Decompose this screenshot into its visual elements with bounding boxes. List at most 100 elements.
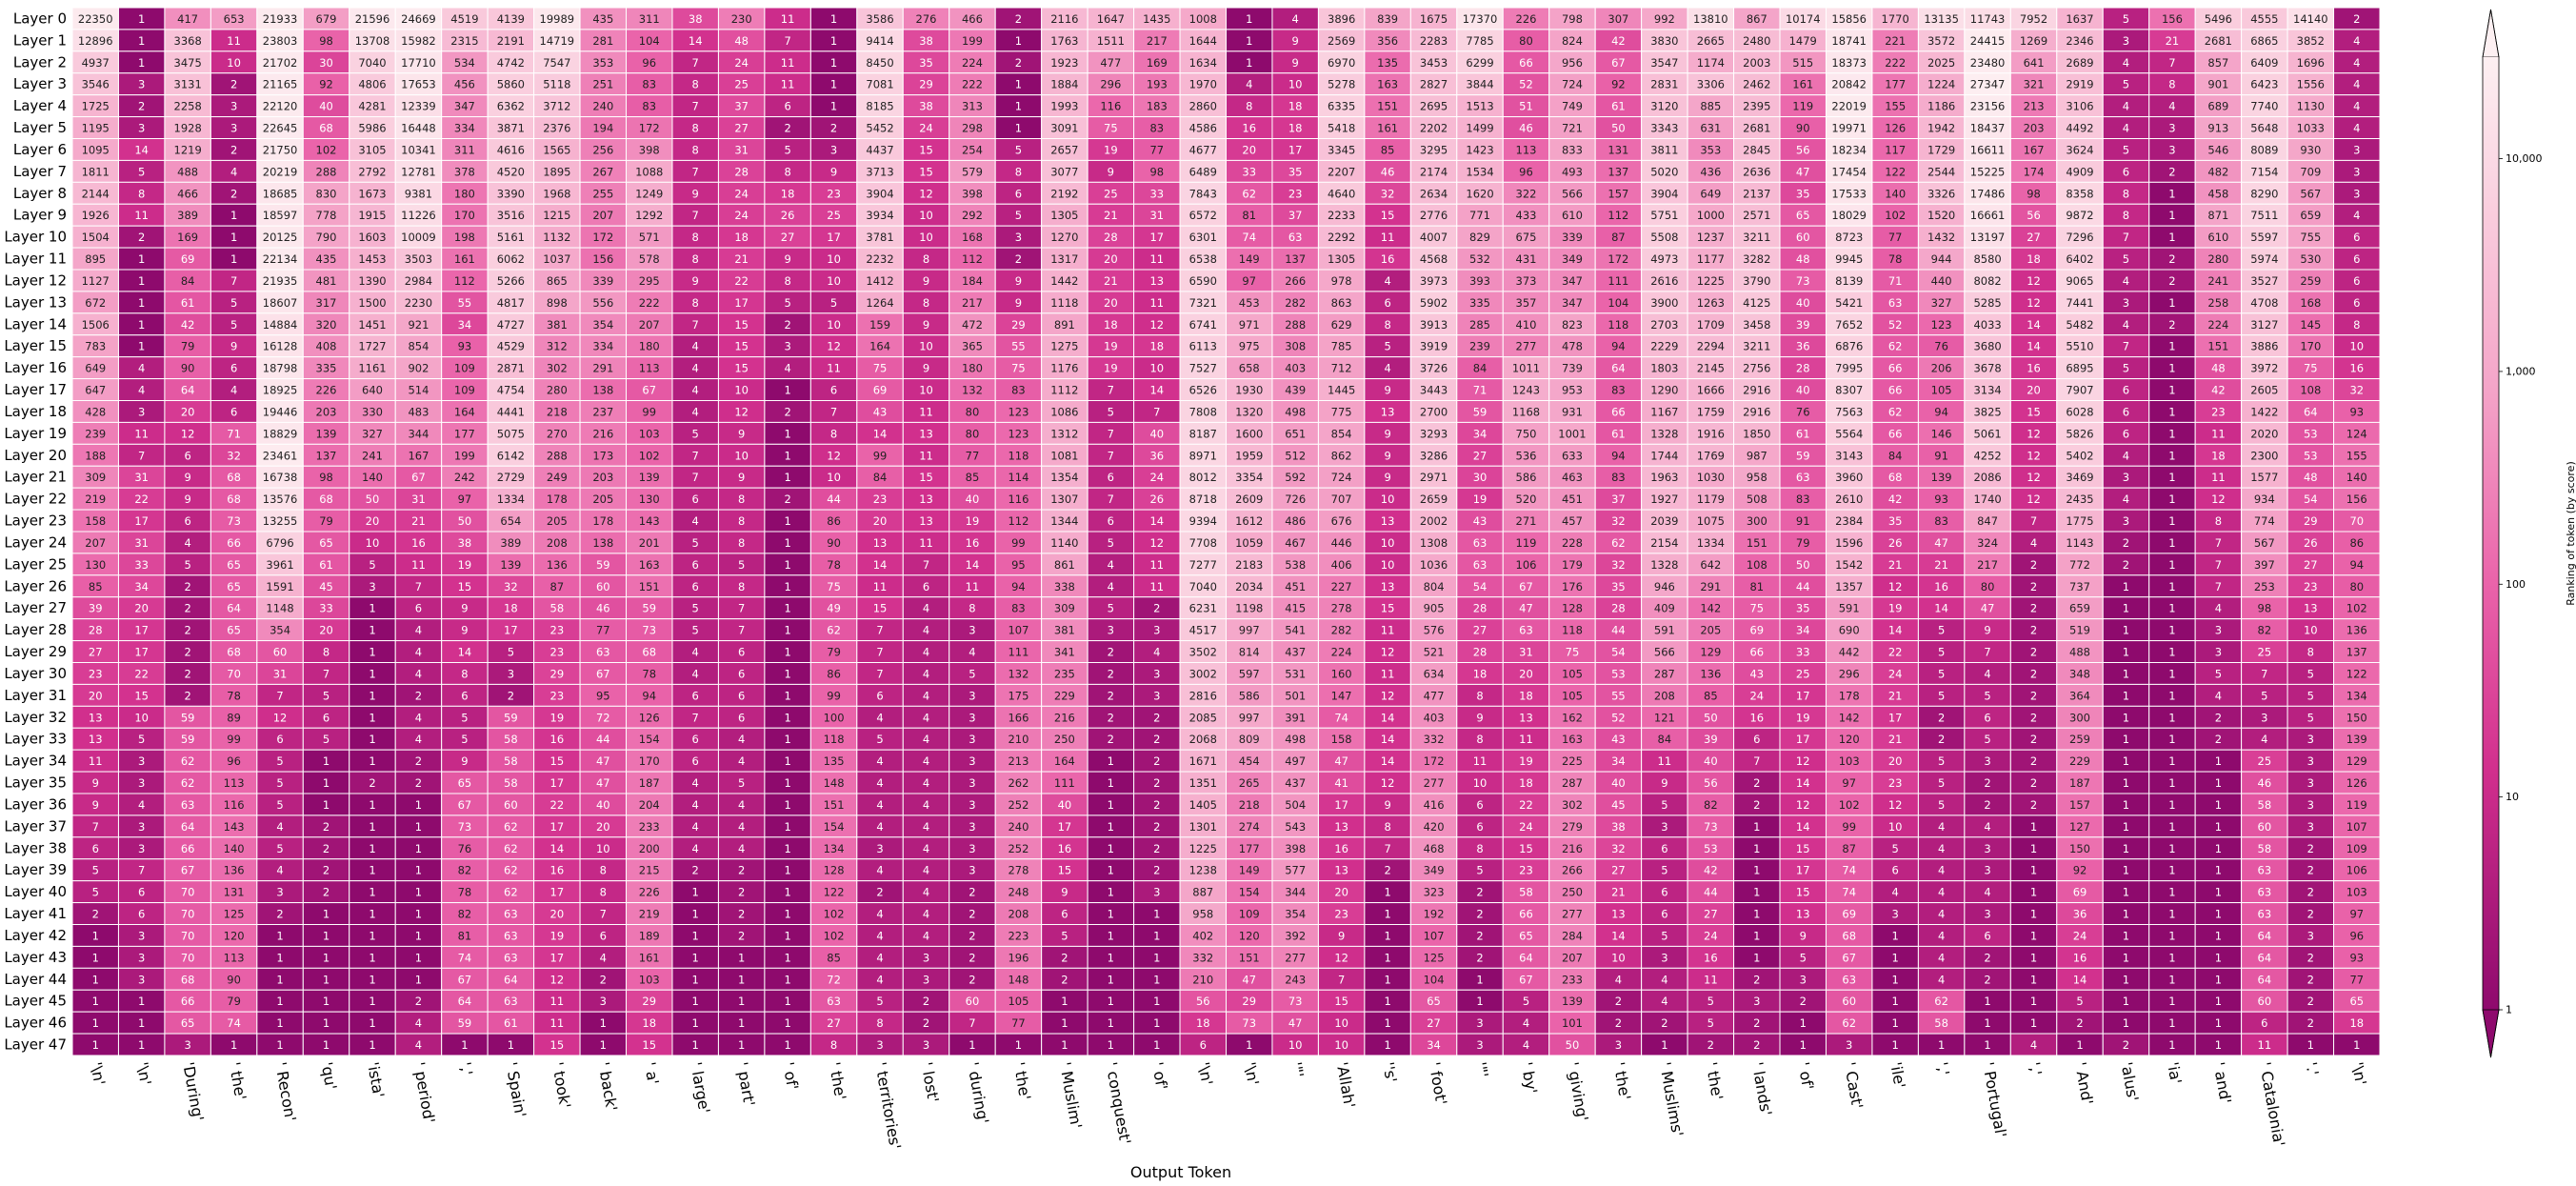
cell-value-label: 4 <box>1523 1038 1529 1052</box>
cell-value-label: 354 <box>592 318 613 332</box>
cell-value-label: 862 <box>1331 449 1352 462</box>
x-tick-label: 'ile' <box>1887 1060 1908 1089</box>
cell-value-label: 4 <box>415 733 422 746</box>
cell-value-label: 20 <box>1334 886 1348 899</box>
cell-value-label: 324 <box>1977 536 1998 550</box>
cell-value-label: 1059 <box>1235 536 1263 550</box>
cell-value-label: 3 <box>968 754 975 768</box>
cell-value-label: 1 <box>415 951 422 964</box>
cell-value-label: 1 <box>2168 667 2175 680</box>
cell-value-label: 19 <box>966 514 980 528</box>
cell-value-label: 66 <box>1888 384 1903 397</box>
cell-value-label: 6865 <box>2250 34 2278 48</box>
cell-value-label: 3120 <box>1650 100 1678 113</box>
cell-value-label: 402 <box>1192 929 1213 942</box>
cell-value-label: 82 <box>458 864 472 877</box>
cell-value-label: 9 <box>830 165 837 178</box>
cell-value-label: 3106 <box>2066 100 2093 113</box>
cell-value-label: 72 <box>827 973 841 986</box>
cell-value-label: 28 <box>1611 602 1626 615</box>
cell-value-label: 7547 <box>543 56 570 70</box>
cell-value-label: 420 <box>1424 820 1445 834</box>
cell-value-label: 1 <box>1153 929 1160 942</box>
cell-value-label: 1 <box>1800 1038 1807 1052</box>
cell-value-label: 2569 <box>1328 34 1355 48</box>
cell-value-label: 12 <box>1334 951 1348 964</box>
cell-value-label: 7995 <box>1835 362 1863 375</box>
cell-value-label: 1970 <box>1189 78 1217 91</box>
cell-value-label: 1 <box>1108 929 1114 942</box>
cell-value-label: 3 <box>2307 929 2314 942</box>
cell-value-label: 1269 <box>2020 34 2047 48</box>
cell-value-label: 690 <box>1839 624 1860 637</box>
cell-value-label: 1301 <box>1189 820 1217 834</box>
cell-value-label: 23 <box>89 667 103 680</box>
cell-value-label: 1275 <box>1050 340 1078 353</box>
cell-value-label: 2137 <box>1743 187 1770 200</box>
cell-value-label: 33 <box>1796 646 1810 659</box>
cell-value-label: 7563 <box>1835 405 1863 418</box>
cell-value-label: 1 <box>692 1016 699 1030</box>
cell-value-label: 128 <box>824 864 845 877</box>
cell-value-label: 1556 <box>2297 78 2325 91</box>
cell-value-label: 1 <box>784 1038 790 1052</box>
cell-value-label: 3 <box>1015 231 1022 244</box>
cell-value-label: 41 <box>1334 776 1348 790</box>
cell-value-label: 104 <box>639 34 660 48</box>
cell-value-label: 67 <box>411 471 426 484</box>
x-tick-label: 'qu' <box>318 1060 341 1091</box>
cell-value-label: 50 <box>458 514 472 528</box>
cell-value-label: 7 <box>2123 231 2129 244</box>
cell-value-label: 16 <box>411 536 426 550</box>
cell-value-label: 104 <box>1424 973 1445 986</box>
cell-value-label: 7 <box>1108 449 1114 462</box>
cell-value-label: 6489 <box>1189 165 1217 178</box>
cell-value-label: 435 <box>592 12 613 26</box>
cell-value-label: 2 <box>1108 711 1114 724</box>
cell-value-label: 3 <box>1892 908 1899 921</box>
cell-value-label: 1 <box>1015 78 1022 91</box>
cell-value-label: 567 <box>2254 536 2275 550</box>
colorbar-tick-label: 10,000 <box>2506 152 2543 165</box>
cell-value-label: 4 <box>415 1016 422 1030</box>
cell-value-label: 208 <box>547 536 568 550</box>
cell-value-label: 4 <box>2215 602 2222 615</box>
cell-value-label: 8 <box>784 165 790 178</box>
cell-value-label: 12 <box>181 427 195 440</box>
cell-value-label: 123 <box>1008 427 1028 440</box>
cell-value-label: 4 <box>692 514 699 528</box>
cell-value-label: 2 <box>2168 274 2175 288</box>
cell-value-label: 1673 <box>358 187 386 200</box>
cell-value-label: 63 <box>1473 558 1488 572</box>
cell-value-label: 90 <box>1796 122 1810 135</box>
cell-value-label: 4 <box>138 384 145 397</box>
cell-value-label: 172 <box>639 122 660 135</box>
y-tick-label: Layer 46 <box>4 1015 67 1032</box>
cell-value-label: 9 <box>92 776 99 790</box>
cell-value-label: 8 <box>138 187 145 200</box>
cell-value-label: 4529 <box>497 340 525 353</box>
cell-value-label: 8 <box>738 492 745 506</box>
cell-value-label: 77 <box>1011 1016 1026 1030</box>
cell-value-label: 1963 <box>1650 471 1678 484</box>
cell-value-label: 100 <box>824 711 845 724</box>
cell-value-label: 20842 <box>1831 78 1867 91</box>
cell-value-label: 76 <box>458 842 472 855</box>
x-tick-label: ' territories' <box>871 1060 905 1150</box>
cell-value-label: 1 <box>323 951 329 964</box>
cell-value-label: 1 <box>784 1016 790 1030</box>
cell-value-label: 790 <box>316 231 337 244</box>
cell-value-label: 64 <box>458 995 472 1008</box>
cell-value-label: 43 <box>873 405 888 418</box>
cell-value-label: 36 <box>1149 449 1164 462</box>
cell-value-label: 483 <box>408 405 429 418</box>
cell-value-label: 4 <box>1938 973 1945 986</box>
cell-value-label: 1596 <box>1835 536 1863 550</box>
x-tick-label: '\n' <box>133 1060 155 1086</box>
cell-value-label: 22134 <box>263 252 298 266</box>
cell-value-label: 53 <box>2304 449 2318 462</box>
cell-value-label: 5 <box>230 296 237 310</box>
cell-value-label: 498 <box>1285 405 1306 418</box>
cell-value-label: 5 <box>1984 689 1990 702</box>
